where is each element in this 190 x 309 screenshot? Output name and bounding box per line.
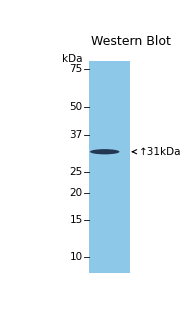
Text: 37: 37: [69, 130, 83, 140]
Text: 50: 50: [70, 102, 83, 112]
Text: 20: 20: [70, 188, 83, 198]
Text: 15: 15: [69, 214, 83, 225]
Text: 10: 10: [70, 252, 83, 262]
Text: 75: 75: [69, 64, 83, 74]
Text: Western Blot: Western Blot: [91, 35, 171, 48]
Ellipse shape: [90, 149, 120, 154]
Text: kDa: kDa: [62, 53, 83, 64]
Text: 25: 25: [69, 167, 83, 177]
FancyBboxPatch shape: [89, 61, 130, 273]
Text: ↑31kDa: ↑31kDa: [132, 147, 181, 157]
